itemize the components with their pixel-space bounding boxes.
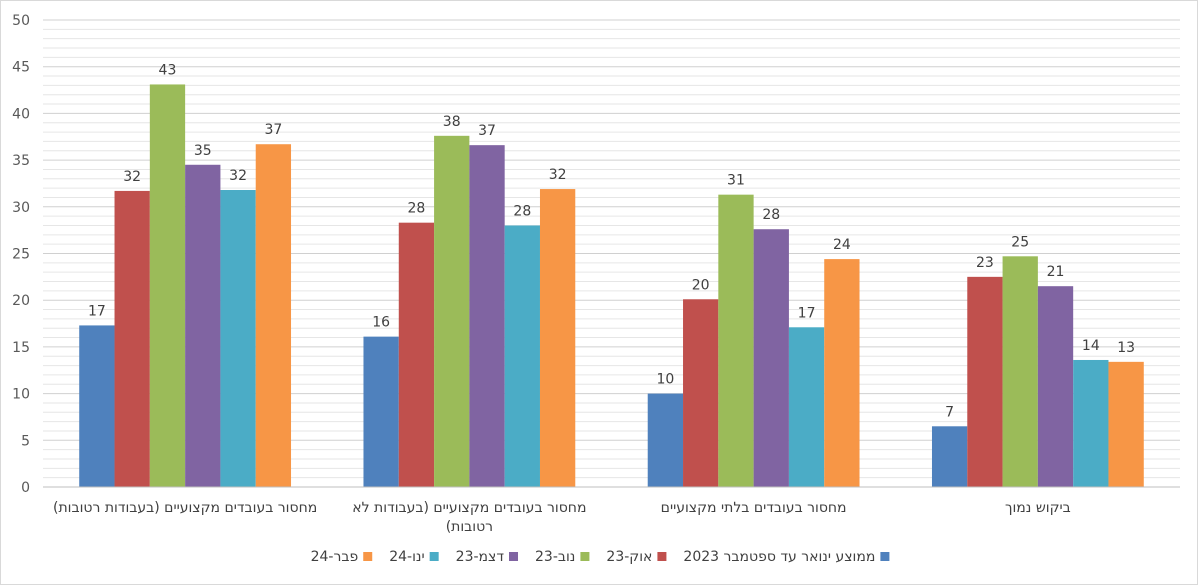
bar <box>1002 256 1038 487</box>
category-label: מחסור בעובדים מקצועיים (בעבודות לא <box>352 500 586 516</box>
legend-label: דצמ-23 <box>456 549 505 565</box>
legend-label: ממוצע ינואר עד ספטמבר 2023 <box>683 549 875 565</box>
bar <box>788 327 825 487</box>
legend-item: ינו-24 <box>389 549 439 565</box>
data-label: 32 <box>549 167 567 183</box>
y-tick-label: 30 <box>12 200 30 216</box>
bar <box>398 222 435 488</box>
bar <box>504 225 540 488</box>
legend-item: פבר-24 <box>311 549 373 565</box>
bar <box>1073 359 1109 487</box>
y-tick-label: 45 <box>12 60 30 76</box>
bar <box>683 299 719 487</box>
data-label: 17 <box>798 305 816 321</box>
data-label: 35 <box>194 143 212 159</box>
category-label: מחסור בעובדים מקצועיים (בעבודות רטובות) <box>53 500 317 516</box>
legend: ממוצע ינואר עד ספטמבר 2023 אוק-23 נוב-23 דצ… <box>311 549 890 565</box>
bar <box>220 189 256 487</box>
bar <box>79 325 115 487</box>
data-label: 32 <box>123 169 141 185</box>
legend-item: נוב-23 <box>535 549 590 565</box>
legend-label: ינו-24 <box>389 549 424 565</box>
bar <box>718 194 754 487</box>
data-label: 14 <box>1082 338 1100 354</box>
y-axis: 0 5 10 15 20 25 30 35 40 45 50 <box>12 13 30 496</box>
bar <box>114 190 150 487</box>
data-label: 37 <box>478 123 496 139</box>
y-tick-label: 25 <box>12 247 30 263</box>
legend-swatch <box>509 552 519 561</box>
bar <box>539 189 576 487</box>
legend-label: פבר-24 <box>311 549 359 565</box>
legend-label: נוב-23 <box>535 549 575 565</box>
bar <box>967 276 1003 487</box>
y-tick-label: 0 <box>21 480 30 496</box>
bar <box>255 144 292 488</box>
data-label: 31 <box>727 173 745 189</box>
bar <box>1037 286 1074 487</box>
data-labels: 17 32 43 35 32 37 16 28 38 37 28 32 10 20 31 28 17 24 7 23 2… <box>88 62 1135 420</box>
bar <box>647 393 684 487</box>
legend-swatch <box>657 552 667 561</box>
legend-swatch <box>880 552 890 561</box>
bar <box>434 135 470 488</box>
y-tick-label: 35 <box>12 153 30 169</box>
y-tick-label: 15 <box>12 340 30 356</box>
data-label: 21 <box>1047 264 1065 280</box>
data-label: 28 <box>762 207 780 223</box>
bar <box>1108 361 1144 487</box>
category-label: ביקוש נמוך <box>1005 500 1071 516</box>
legend-swatch <box>429 552 439 561</box>
bar <box>931 426 968 487</box>
y-tick-label: 20 <box>12 293 30 309</box>
bar <box>363 336 399 487</box>
data-label: 7 <box>945 404 954 420</box>
bar <box>469 145 505 487</box>
data-label: 16 <box>372 315 390 331</box>
legend-item: דצמ-23 <box>456 549 519 565</box>
legend-label: אוק-23 <box>606 549 652 565</box>
data-label: 20 <box>692 277 710 293</box>
data-label: 28 <box>513 203 531 219</box>
bar <box>185 164 221 487</box>
data-label: 32 <box>229 168 247 184</box>
legend-swatch <box>363 552 373 561</box>
bar <box>149 84 186 488</box>
bar <box>824 259 860 487</box>
y-tick-label: 40 <box>12 106 30 122</box>
category-label: מחסור בעובדים בלתי מקצועיים <box>661 500 847 516</box>
y-tick-label: 10 <box>12 387 30 403</box>
data-label: 25 <box>1011 234 1029 250</box>
data-label: 24 <box>833 237 851 253</box>
y-tick-label: 50 <box>12 13 30 29</box>
legend-item: אוק-23 <box>606 549 667 565</box>
bar <box>753 229 789 487</box>
x-axis: מחסור בעובדים מקצועיים (בעבודות רטובות) מ… <box>43 486 1180 535</box>
data-label: 17 <box>88 303 106 319</box>
category-label: רטובות) <box>446 519 493 535</box>
legend-item: ממוצע ינואר עד ספטמבר 2023 <box>683 549 890 565</box>
bars <box>79 84 1144 488</box>
data-label: 28 <box>408 201 426 217</box>
data-label: 13 <box>1117 340 1135 356</box>
data-label: 10 <box>656 372 674 388</box>
data-label: 43 <box>159 62 177 78</box>
data-label: 37 <box>264 122 282 138</box>
y-tick-label: 5 <box>21 433 30 449</box>
legend-swatch <box>580 552 590 561</box>
data-label: 23 <box>976 255 994 271</box>
data-label: 38 <box>443 114 461 130</box>
